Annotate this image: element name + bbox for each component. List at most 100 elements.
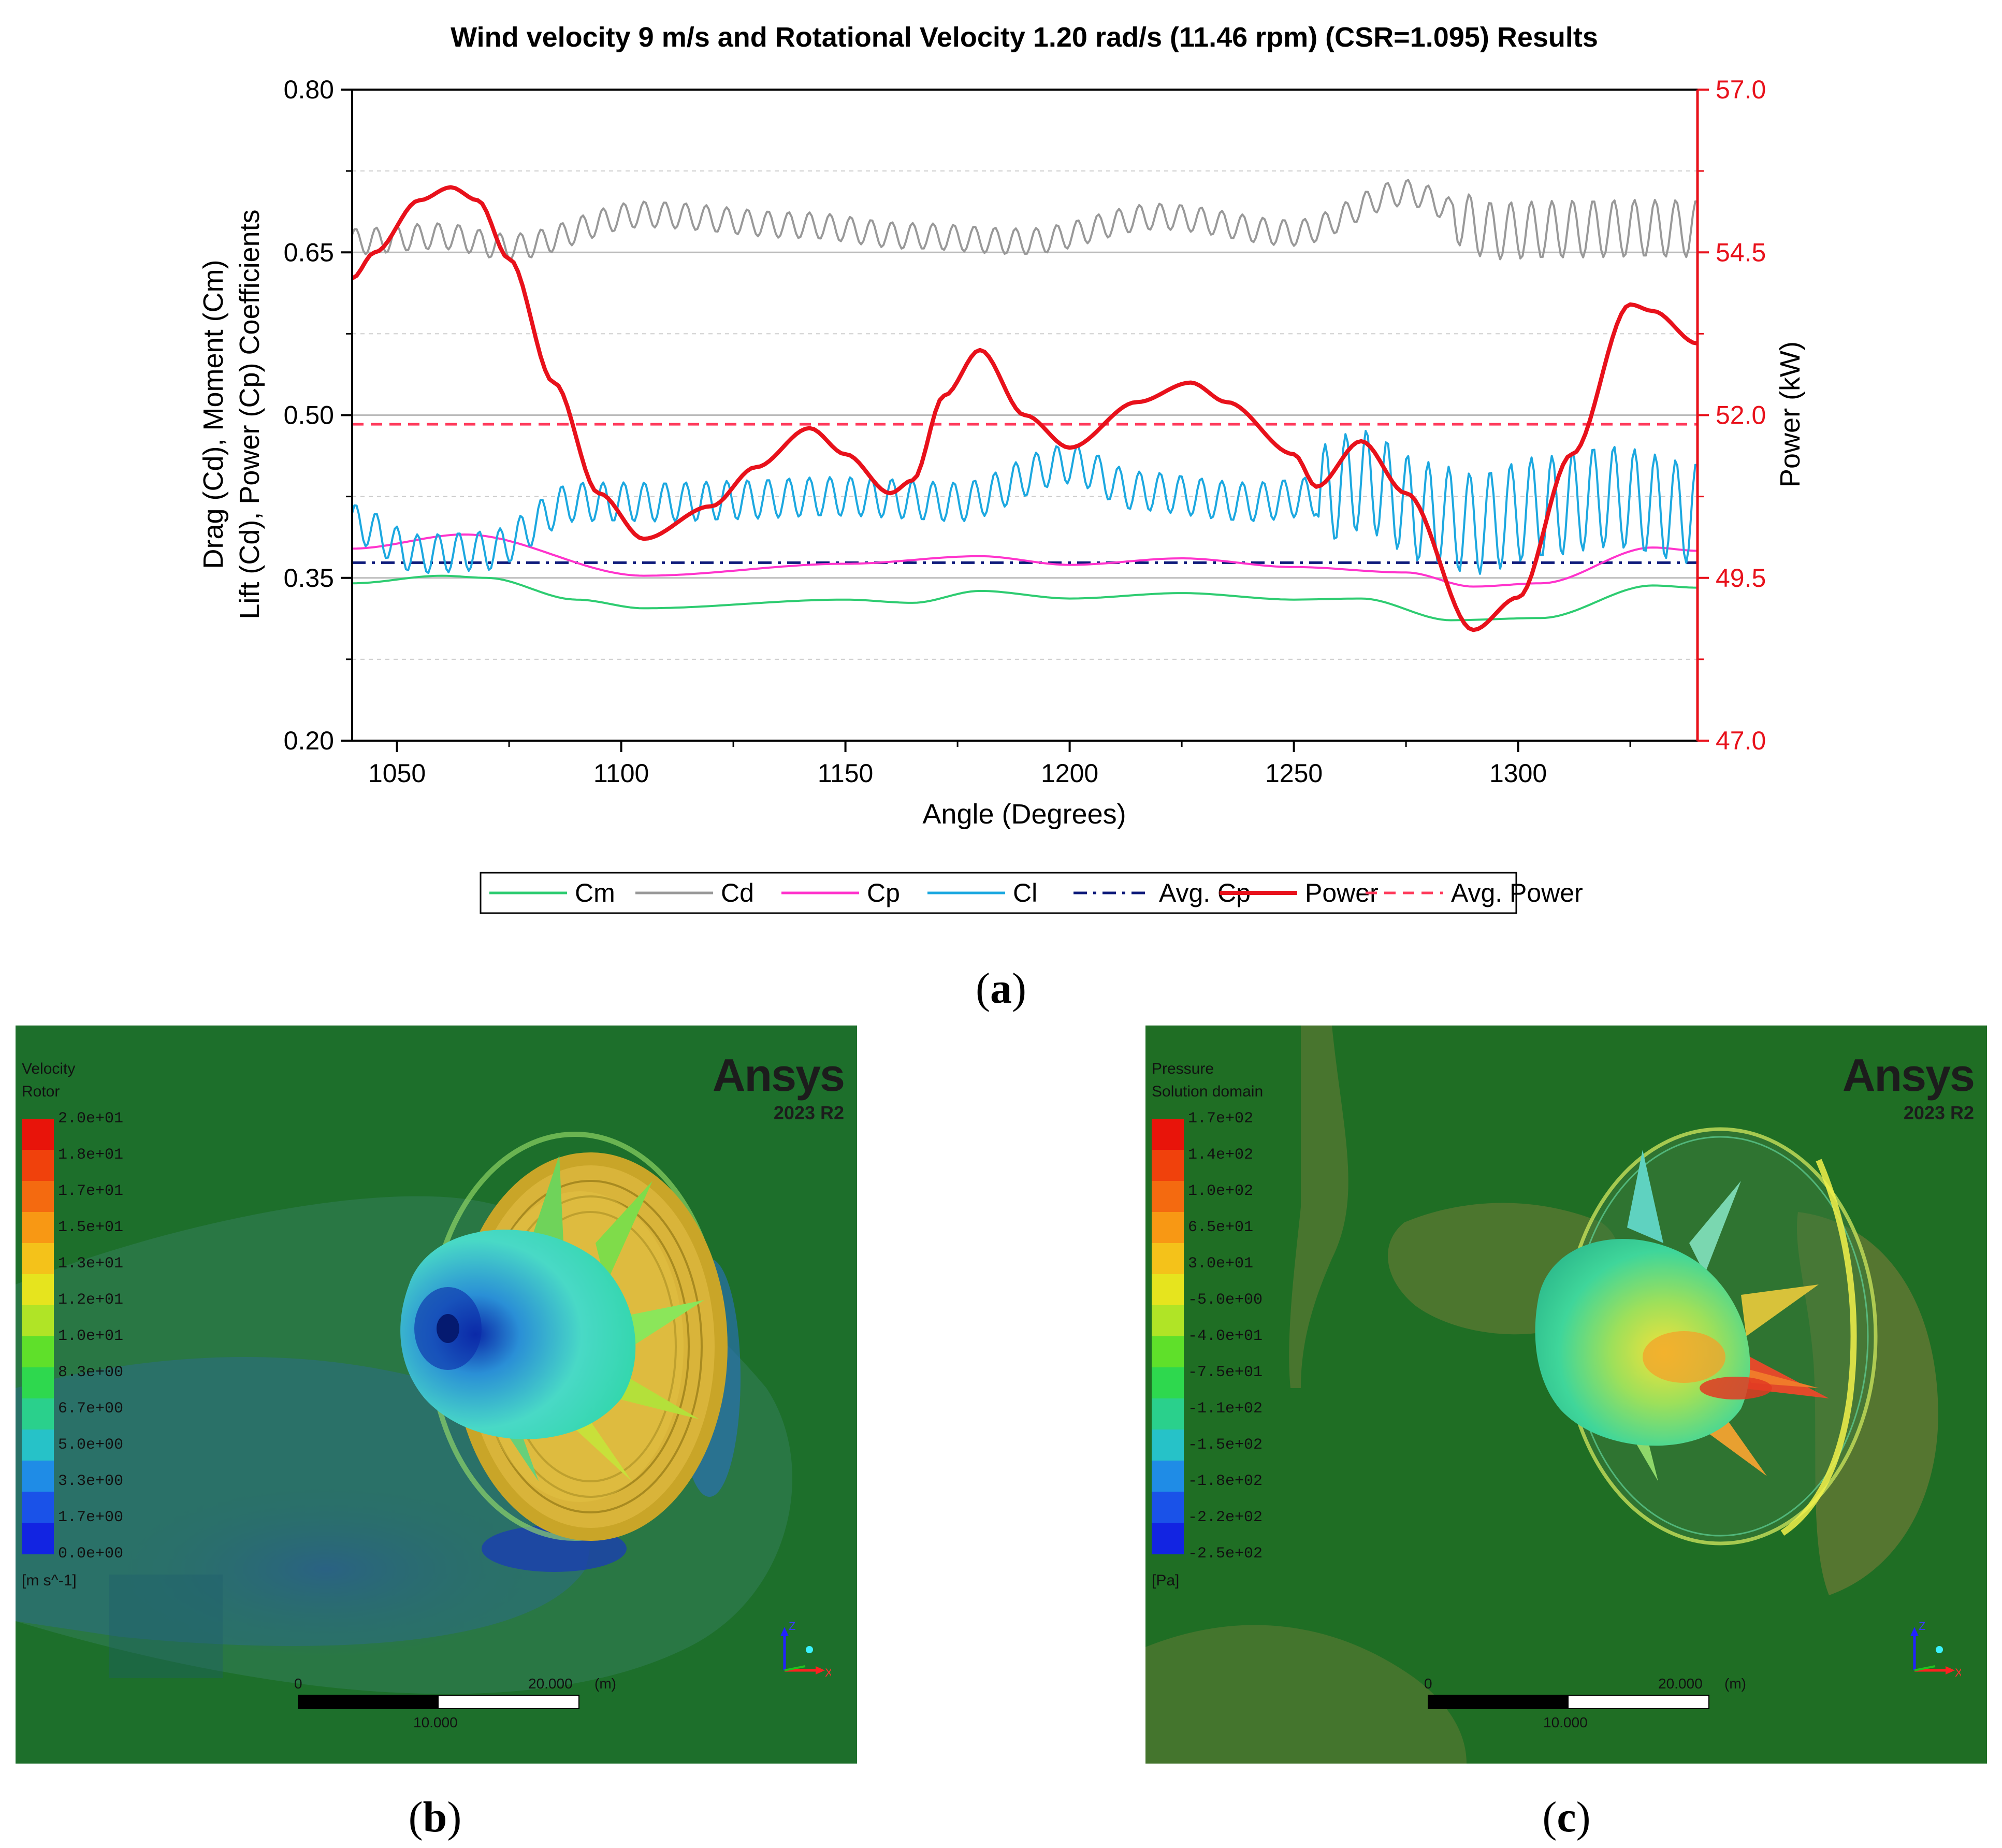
pressure-colorbar-label: -1.5e+02 — [1188, 1436, 1263, 1454]
y-left-tick-label: 0.65 — [284, 238, 334, 267]
series-line-cd — [351, 179, 1698, 261]
velocity-colorbar-swatch — [22, 1119, 54, 1150]
velocity-colorbar-label: 1.0e+01 — [58, 1327, 124, 1345]
chart: Wind velocity 9 m/s and Rotational Veloc… — [198, 22, 1806, 914]
legend: Cm Cd Cp Cl Avg. Cp Power Avg. Power — [489, 878, 1583, 907]
y-right-tick-label: 57.0 — [1716, 75, 1766, 104]
y-left-tick-label: 0.20 — [284, 726, 334, 755]
pressure-colorbar-label: 1.0e+02 — [1188, 1182, 1254, 1200]
pressure-colorbar-label: 1.7e+02 — [1188, 1110, 1254, 1128]
velocity-legend-title-line2: Rotor — [22, 1083, 60, 1100]
pressure-colorbar-swatch — [1152, 1492, 1184, 1523]
pressure-colorbar-swatch — [1152, 1398, 1184, 1430]
velocity-colorbar-swatch — [22, 1492, 54, 1523]
scale-mid-c: 10.000 — [1543, 1714, 1588, 1730]
legend-label: Cd — [721, 878, 754, 907]
scale-start-c: 0 — [1424, 1676, 1432, 1692]
velocity-colorbar-label: 6.7e+00 — [58, 1400, 124, 1418]
velocity-colorbar-label: 1.2e+01 — [58, 1291, 124, 1309]
series-line-cl — [351, 430, 1698, 575]
caption-b: (b) — [408, 1793, 462, 1841]
velocity-colorbar-swatch — [22, 1212, 54, 1244]
pressure-legend-title-line2: Solution domain — [1152, 1083, 1264, 1100]
x-tick-label: 1150 — [818, 759, 874, 788]
caption-c: (c) — [1542, 1793, 1591, 1841]
series-line-power — [351, 185, 1698, 632]
y-left-tick-label: 0.35 — [284, 564, 334, 593]
y-right-tick-label: 52.0 — [1716, 401, 1766, 430]
velocity-colorbar-label: 1.3e+01 — [58, 1255, 124, 1273]
velocity-colorbar-label: 5.0e+00 — [58, 1436, 124, 1454]
caption-c-letter: c — [1557, 1793, 1576, 1841]
legend-label: Cm — [575, 878, 615, 907]
caption-a-letter: a — [990, 964, 1012, 1013]
velocity-colorbar-swatch — [22, 1398, 54, 1430]
velocity-colorbar-label: 1.5e+01 — [58, 1219, 124, 1236]
pressure-field-image — [1145, 1026, 1987, 1764]
ansys-version-b: 2023 R2 — [773, 1102, 844, 1123]
pressure-colorbar-label: -2.5e+02 — [1188, 1545, 1263, 1563]
x-axis-label: Angle (Degrees) — [922, 799, 1126, 830]
pressure-unit: [Pa] — [1152, 1572, 1180, 1589]
series-line-cp — [352, 533, 1698, 588]
panel-b-velocity-contour: Velocity Rotor 2.0e+01 1.8e+01 1.7e+01 1.5e… — [16, 1026, 857, 1764]
pressure-colorbar-swatch — [1152, 1212, 1184, 1244]
pressure-colorbar-label: 1.4e+02 — [1188, 1146, 1254, 1164]
pressure-colorbar-label: -7.5e+01 — [1188, 1364, 1263, 1381]
velocity-colorbar-swatch — [22, 1181, 54, 1212]
caption-a: (a) — [976, 964, 1026, 1013]
scale-bar-c — [1428, 1695, 1709, 1709]
scale-end-b: 20.000 — [528, 1676, 573, 1692]
velocity-colorbar-label: 1.7e+01 — [58, 1182, 124, 1200]
pressure-colorbar-swatch — [1152, 1119, 1184, 1150]
axis-z-label-c: Z — [1919, 1620, 1925, 1633]
y-left-tick-label: 0.80 — [284, 75, 334, 104]
velocity-colorbar-swatch — [22, 1461, 54, 1492]
pressure-colorbar-label: -5.0e+00 — [1188, 1291, 1263, 1309]
legend-label: Cp — [867, 878, 900, 907]
velocity-colorbar-label: 8.3e+00 — [58, 1364, 124, 1381]
ansys-version-c: 2023 R2 — [1903, 1102, 1974, 1123]
velocity-colorbar-label: 1.7e+00 — [58, 1509, 124, 1526]
pressure-colorbar-swatch — [1152, 1181, 1184, 1212]
velocity-colorbar-label: 3.3e+00 — [58, 1472, 124, 1490]
series-line-cm — [352, 574, 1698, 622]
pressure-colorbar-swatch — [1152, 1150, 1184, 1181]
axis-x-label-c: X — [1955, 1666, 1961, 1679]
velocity-colorbar-label: 1.8e+01 — [58, 1146, 124, 1164]
x-tick-label: 1250 — [1265, 759, 1323, 788]
x-tick-label: 1100 — [593, 759, 649, 788]
series-group — [351, 179, 1698, 632]
scale-mid-b: 10.000 — [413, 1714, 458, 1730]
pressure-colorbar-swatch — [1152, 1461, 1184, 1492]
velocity-colorbar-swatch — [22, 1430, 54, 1461]
pressure-colorbar-swatch — [1152, 1336, 1184, 1368]
velocity-unit: [m s^-1] — [22, 1572, 77, 1589]
pressure-colorbar-label: -2.2e+02 — [1188, 1509, 1263, 1526]
chart-title: Wind velocity 9 m/s and Rotational Veloc… — [451, 22, 1598, 53]
ansys-logo-b: Ansys — [712, 1049, 845, 1101]
pressure-colorbar-label: 3.0e+01 — [1188, 1255, 1254, 1273]
pressure-legend-title: Pressure Solution domain — [1152, 1058, 1263, 1103]
scale-bar-b — [298, 1695, 579, 1709]
pressure-legend-title-line1: Pressure — [1152, 1060, 1214, 1077]
axis-triad-c: Z X — [1910, 1620, 1961, 1679]
x-tick-label: 1200 — [1041, 759, 1098, 788]
y-left-label-line1: Drag (Cd), Moment (Cm) — [198, 259, 229, 569]
velocity-colorbar-swatch — [22, 1336, 54, 1368]
velocity-colorbar-swatch — [22, 1523, 54, 1554]
y-left-label-line2: Lift (Cd), Power (Cp) Coefficients — [234, 209, 265, 619]
ansys-logo-c: Ansys — [1842, 1049, 1975, 1101]
x-tick-label: 1300 — [1489, 759, 1547, 788]
y-right-tick-label: 47.0 — [1716, 726, 1766, 755]
y-right-tick-label: 49.5 — [1716, 564, 1766, 593]
velocity-colorbar-swatch — [22, 1274, 54, 1306]
scale-start-b: 0 — [294, 1676, 302, 1692]
velocity-legend-title: Velocity Rotor — [22, 1058, 75, 1103]
y-right-tick-label: 54.5 — [1716, 238, 1766, 267]
velocity-field-image — [16, 1026, 857, 1764]
pressure-colorbar — [1152, 1119, 1184, 1554]
legend-label: Cl — [1013, 878, 1037, 907]
scale-unit-c: (m) — [1724, 1676, 1746, 1692]
velocity-colorbar-label: 2.0e+01 — [58, 1110, 124, 1128]
